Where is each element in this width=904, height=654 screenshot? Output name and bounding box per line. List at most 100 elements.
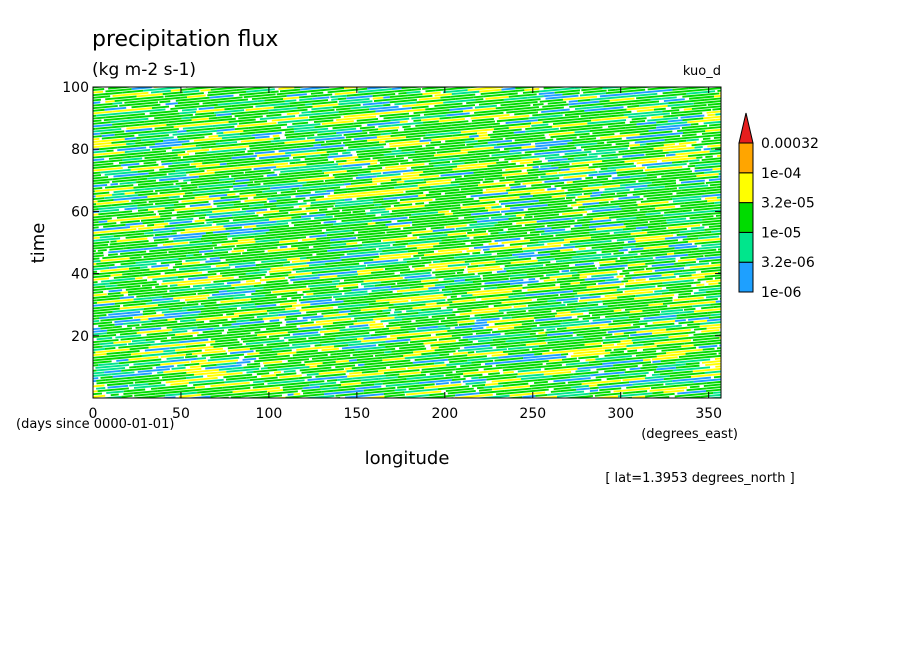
heatmap-streak [633, 253, 668, 259]
heatmap-streak [367, 437, 373, 438]
heatmap-streak [535, 355, 567, 361]
heatmap-streak [301, 111, 312, 114]
heatmap-streak [140, 318, 149, 321]
heatmap-streak [447, 234, 467, 239]
heatmap-streak [486, 314, 511, 319]
heatmap-streak [407, 276, 436, 282]
heatmap-streak [145, 299, 180, 305]
heatmap-streak [108, 248, 144, 254]
heatmap-streak [632, 380, 673, 386]
heatmap-streak [616, 237, 635, 242]
heatmap-streak [654, 339, 692, 345]
heatmap-streak [175, 272, 190, 276]
heatmap-streak [411, 353, 422, 357]
heatmap-streak [588, 309, 614, 315]
heatmap-streak [688, 334, 719, 339]
heatmap-streak [695, 171, 705, 175]
heatmap-streak [250, 100, 285, 106]
heatmap-streak [226, 232, 266, 238]
heatmap-streak [181, 140, 220, 146]
heatmap-streak [358, 363, 365, 367]
heatmap-streak [513, 289, 552, 295]
heatmap-streak [464, 161, 478, 165]
heatmap-streak [392, 58, 414, 60]
heatmap-streak [278, 381, 316, 387]
heatmap-streak [675, 324, 682, 328]
heatmap-streak [178, 393, 202, 398]
heatmap-streak [187, 148, 210, 153]
heatmap-streak [309, 234, 327, 238]
heatmap-streak [425, 141, 466, 147]
heatmap-streak [680, 202, 715, 208]
heatmap-streak [738, 78, 777, 81]
heatmap-streak [543, 371, 572, 376]
heatmap-streak [174, 102, 200, 107]
heatmap-streak [171, 160, 194, 165]
heatmap-streak [733, 368, 756, 370]
heatmap-streak [177, 155, 216, 162]
heatmap-streak [611, 177, 643, 183]
heatmap-streak [440, 145, 474, 151]
heatmap-streak [633, 296, 673, 303]
heatmap-streak [128, 291, 157, 296]
heatmap-streak [293, 278, 325, 284]
heatmap-streak [203, 412, 241, 415]
heatmap-streak [237, 121, 277, 128]
heatmap-streak [737, 322, 774, 325]
heatmap-streak [729, 118, 736, 119]
heatmap-streak [266, 224, 290, 229]
heatmap-streak [157, 386, 196, 392]
heatmap-streak [721, 64, 759, 67]
heatmap-streak [634, 139, 665, 144]
heatmap-streak [421, 365, 457, 371]
heatmap-streak [108, 289, 123, 293]
heatmap-streak [489, 333, 530, 339]
heatmap-streak [581, 101, 620, 107]
heatmap-streak [705, 362, 721, 367]
heatmap-streak [225, 332, 251, 337]
heatmap-streak [635, 292, 663, 297]
heatmap-streak [134, 379, 163, 384]
heatmap-streak [151, 318, 168, 323]
heatmap-streak [382, 101, 390, 104]
heatmap-streak [594, 269, 606, 273]
heatmap-streak [598, 264, 628, 270]
heatmap-streak [484, 279, 524, 285]
heatmap-streak [301, 436, 323, 438]
y-units: (days since 0000-01-01) [16, 417, 174, 432]
heatmap-streak [400, 323, 440, 329]
x-tick-label: 300 [607, 406, 634, 422]
heatmap-streak [273, 137, 281, 140]
heatmap-streak [388, 303, 426, 309]
heatmap-streak [254, 150, 275, 155]
heatmap-streak [660, 357, 694, 363]
heatmap-streak [93, 187, 103, 190]
heatmap-streak [723, 77, 763, 81]
heatmap-streak [687, 237, 721, 243]
heatmap-streak [663, 98, 685, 102]
heatmap-streak [334, 175, 345, 179]
heatmap-streak [713, 21, 719, 22]
heatmap-streak [452, 132, 478, 137]
heatmap-streak [657, 277, 684, 282]
heatmap-streak [389, 142, 421, 148]
heatmap-streak [635, 126, 657, 131]
heatmap-streak [137, 358, 162, 363]
heatmap-streak [573, 329, 602, 334]
heatmap-streak [152, 457, 173, 459]
heatmap-streak [231, 154, 258, 160]
heatmap-streak [462, 72, 491, 75]
heatmap-streak [568, 343, 585, 348]
heatmap-streak [348, 359, 358, 362]
heatmap-streak [338, 383, 375, 389]
heatmap-streak [107, 381, 134, 387]
heatmap-streak [372, 216, 408, 222]
heatmap-streak [96, 200, 129, 206]
heatmap-streak [390, 178, 402, 182]
heatmap-streak [434, 361, 445, 365]
heatmap-streak [657, 31, 665, 32]
heatmap-streak [579, 270, 618, 276]
heatmap-streak [586, 105, 604, 109]
heatmap-streak [360, 331, 370, 335]
heatmap-streak [333, 190, 348, 195]
